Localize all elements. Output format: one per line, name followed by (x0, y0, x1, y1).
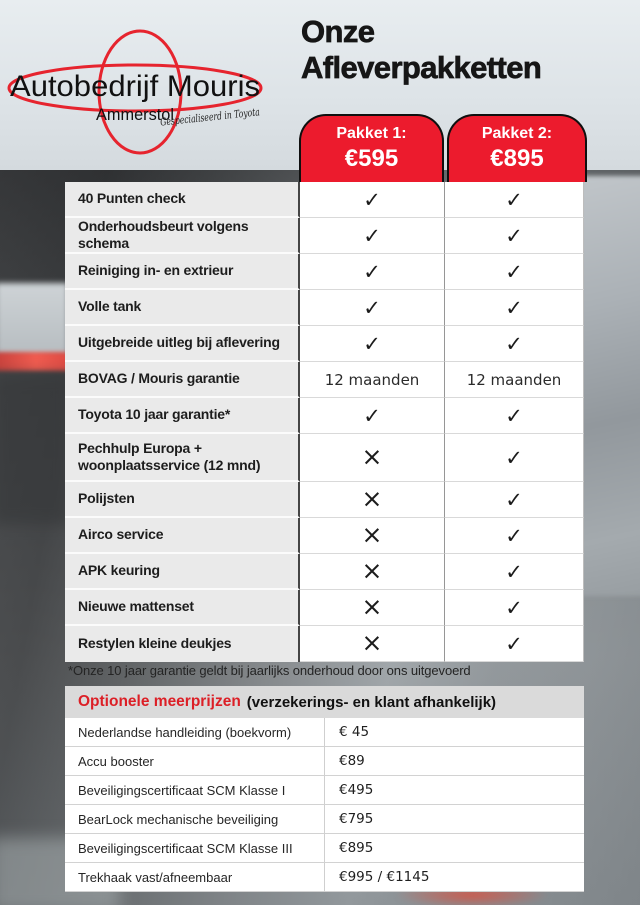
package-1-price: €595 (344, 145, 399, 172)
feature-cell: Volle tank (65, 290, 300, 326)
package-1-value: × (300, 626, 444, 662)
package-1-value: × (300, 434, 444, 482)
feature-cell: Reiniging in- en extrieur (65, 254, 300, 290)
package-1-value: × (300, 518, 444, 554)
package-2-value: ✓ (444, 218, 584, 254)
package-1-value: ✓ (300, 182, 444, 218)
package-2-value: ✓ (444, 518, 584, 554)
page-title-line1: Onze (301, 14, 376, 50)
logo-city: Ammerstol (96, 105, 174, 124)
package-2-value: ✓ (444, 326, 584, 362)
option-price: €89 (325, 747, 584, 776)
package-2-value: ✓ (444, 182, 584, 218)
page-title-line2: Afleverpakketten (301, 49, 543, 86)
options-heading: Optionele meerprijzen (verzekerings- en … (65, 686, 584, 718)
logo-vertical-ellipse (97, 29, 183, 155)
option-label: Beveiligingscertificaat SCM Klasse I (65, 776, 325, 805)
package-1-value: ✓ (300, 290, 444, 326)
background-car-window-highlight (0, 283, 68, 357)
package-2-value: ✓ (444, 290, 584, 326)
feature-cell: Airco service (65, 518, 300, 554)
feature-cell: Pechhulp Europa + woonplaatsservice (12 … (65, 434, 300, 482)
option-price: €895 (325, 834, 584, 863)
package-1-value: ✓ (300, 254, 444, 290)
options-heading-red: Optionele meerprijzen (78, 693, 241, 710)
feature-cell: Polijsten (65, 482, 300, 518)
options-section: Optionele meerprijzen (verzekerings- en … (65, 686, 584, 892)
feature-cell: Restylen kleine deukjes (65, 626, 300, 662)
dealer-logo-icon: Autobedrijf Mouris Ammerstol Gespecialis… (7, 29, 263, 155)
package-2-value: ✓ (444, 254, 584, 290)
package-2-value: ✓ (444, 626, 584, 662)
option-label: Trekhaak vast/afneembaar (65, 863, 325, 892)
page-title: Onze Afleverpakketten (301, 14, 543, 86)
package-1-value: ✓ (300, 326, 444, 362)
package-1-value: × (300, 482, 444, 518)
package-2-value: ✓ (444, 434, 584, 482)
logo-company-name: Autobedrijf Mouris (10, 70, 260, 103)
footnote: *Onze 10 jaar garantie geldt bij jaarlij… (68, 663, 471, 678)
package-1-label: Pakket 1: (336, 125, 407, 142)
option-price: € 45 (325, 718, 584, 747)
background-car-taillight (0, 352, 69, 371)
package-1-header: Pakket 1: €595 (299, 114, 444, 182)
option-label: BearLock mechanische beveiliging (65, 805, 325, 834)
feature-cell: Onderhoudsbeurt volgens schema (65, 218, 300, 254)
options-table: Nederlandse handleiding (boekvorm) € 45 Ac… (65, 718, 584, 892)
feature-cell: Toyota 10 jaar garantie* (65, 398, 300, 434)
logo-horizontal-ellipse (7, 63, 263, 113)
package-1-value: 12 maanden (300, 362, 444, 398)
package-2-header: Pakket 2: €895 (447, 114, 587, 182)
package-2-price: €895 (490, 145, 544, 172)
package-1-value: ✓ (300, 398, 444, 434)
feature-cell: 40 Punten check (65, 182, 300, 218)
package-2-value: ✓ (444, 590, 584, 626)
package-1-value: × (300, 590, 444, 626)
option-label: Nederlandse handleiding (boekvorm) (65, 718, 325, 747)
feature-cell: BOVAG / Mouris garantie (65, 362, 300, 398)
package-2-value: 12 maanden (444, 362, 584, 398)
package-2-value: ✓ (444, 554, 584, 590)
package-2-value: ✓ (444, 482, 584, 518)
package-2-label: Pakket 2: (481, 125, 553, 142)
feature-cell: Uitgebreide uitleg bij aflevering (65, 326, 300, 362)
options-heading-note: (verzekerings- en klant afhankelijk) (246, 693, 497, 711)
option-price: €495 (325, 776, 584, 805)
feature-cell: APK keuring (65, 554, 300, 590)
package-1-value: ✓ (300, 218, 444, 254)
background-car-body-right (580, 176, 640, 596)
background-car-shadow-left (0, 374, 70, 524)
option-label: Beveiligingscertificaat SCM Klasse III (65, 834, 325, 863)
package-2-value: ✓ (444, 398, 584, 434)
option-label: Accu booster (65, 747, 325, 776)
feature-cell: Nieuwe mattenset (65, 590, 300, 626)
package-1-value: × (300, 554, 444, 590)
option-price: €795 (325, 805, 584, 834)
option-price: €995 / €1145 (325, 863, 584, 892)
comparison-table: 40 Punten check ✓ ✓ Onderhoudsbeurt volgens… (65, 182, 584, 662)
